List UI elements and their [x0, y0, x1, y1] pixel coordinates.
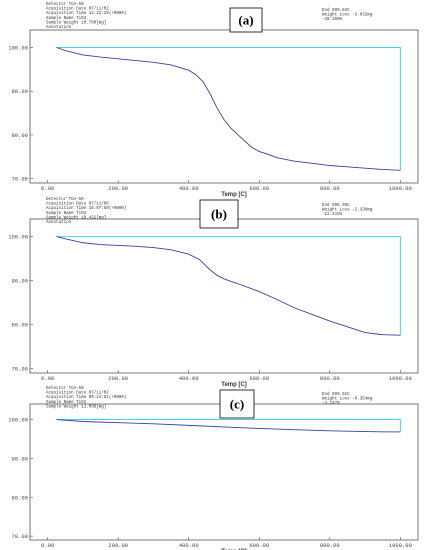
tga-curve	[56, 419, 401, 433]
header-left-line: Sample Name TiO2	[46, 16, 87, 21]
x-axis-label: Temp [C]	[221, 382, 247, 388]
plot-frame	[29, 403, 419, 541]
x-axis-label: Temp [C]	[221, 192, 247, 198]
x-tick-label: 600.00	[249, 185, 269, 192]
header-left-line: Sample Weight 10.422[mg]	[46, 215, 106, 220]
plot-frame	[29, 29, 419, 184]
step-bracket	[56, 419, 401, 432]
y-tick-label: 100.00	[8, 44, 28, 51]
x-tick-label: 600.00	[249, 542, 269, 549]
header-left-line: Sample Name TiO2	[46, 211, 87, 216]
header-left-line: Detector TGA-50	[46, 198, 84, 202]
x-tick-label: 800.00	[320, 542, 340, 549]
header-right-line: End 999.84C	[322, 8, 350, 13]
header-right-line: Weight Loss -0.354mg	[322, 397, 373, 402]
panel-label: (b)	[211, 207, 227, 222]
header-right-line: Weight Loss -3.032mg	[322, 13, 373, 18]
step-bracket	[56, 46, 401, 171]
header-left-line: Acquisition Date 07/11/06	[46, 202, 109, 207]
x-tick-label: 200.00	[108, 542, 128, 549]
y-tick-label: 90.00	[11, 278, 28, 285]
y-tick-label: 70.00	[11, 176, 28, 183]
y-tick-label: 90.00	[11, 88, 28, 95]
x-tick-label: 400.00	[179, 185, 199, 192]
x-tick-label: 0.00	[41, 375, 54, 382]
y-tick-label: 100.00	[8, 234, 28, 241]
panel-label: (a)	[238, 13, 253, 28]
header-left-line: Sample Weight 11.098[mg]	[46, 404, 106, 409]
header-right-line: Weight Loss -2.336mg	[322, 208, 373, 213]
y-tick-label: 70.00	[11, 366, 28, 373]
y-tick-label: 80.00	[11, 494, 28, 501]
step-bracket	[56, 236, 401, 336]
header-right-line: End 999.99C	[322, 203, 350, 208]
panel-label-box	[229, 7, 263, 33]
plot-frame	[29, 218, 419, 374]
x-tick-label: 400.00	[179, 375, 199, 382]
x-tick-label: 200.00	[108, 185, 128, 192]
y-tick-label: 100.00	[8, 417, 28, 424]
header-left-line: Acquisition Date 07/11/02	[46, 391, 109, 396]
x-tick-label: 0.00	[41, 542, 54, 549]
x-tick-label: 1000.00	[389, 185, 412, 192]
x-tick-label: 600.00	[249, 375, 269, 382]
x-tick-label: 400.00	[179, 542, 199, 549]
y-tick-label: 80.00	[11, 132, 28, 139]
header-left-line: Detector TGA-50	[46, 3, 84, 7]
header-right-line: -28.100%	[322, 18, 343, 22]
x-tick-label: 200.00	[108, 375, 128, 382]
y-tick-label: 70.00	[11, 533, 28, 540]
header-left-line: Detector TGA-50	[46, 387, 84, 391]
panel-label: (c)	[230, 397, 244, 412]
header-right-line: End 999.91C	[322, 392, 350, 397]
tga-curve	[56, 236, 401, 336]
x-tick-label: 1000.00	[389, 542, 412, 549]
header-left-line: Acquisition Time 16:07:50(+0900)	[46, 206, 126, 211]
header-left-line: Sample Weight 10.790[mg]	[46, 20, 106, 25]
header-left-line: Sample Name TiO2	[46, 400, 87, 405]
x-tick-label: 1000.00	[389, 375, 412, 382]
header-right-line: -22.415%	[322, 213, 343, 217]
x-tick-label: 0.00	[41, 185, 54, 192]
header-left-line: Annotation	[46, 25, 72, 30]
y-tick-label: 90.00	[11, 455, 28, 462]
panel-label-box	[219, 389, 255, 419]
header-left-line: Acquisition Date 07/11/02	[46, 7, 109, 12]
header-left-line: Annotation	[46, 220, 72, 225]
x-tick-label: 800.00	[320, 185, 340, 192]
tga-curve	[56, 47, 401, 171]
header-left-line: Acquisition Time 14:22:26(+0900)	[46, 11, 126, 16]
x-tick-label: 800.00	[320, 375, 340, 382]
header-left-line: Acquisition Time 09:24:51(+0900)	[46, 395, 126, 400]
panel-label-box	[199, 199, 239, 229]
y-tick-label: 80.00	[11, 322, 28, 329]
